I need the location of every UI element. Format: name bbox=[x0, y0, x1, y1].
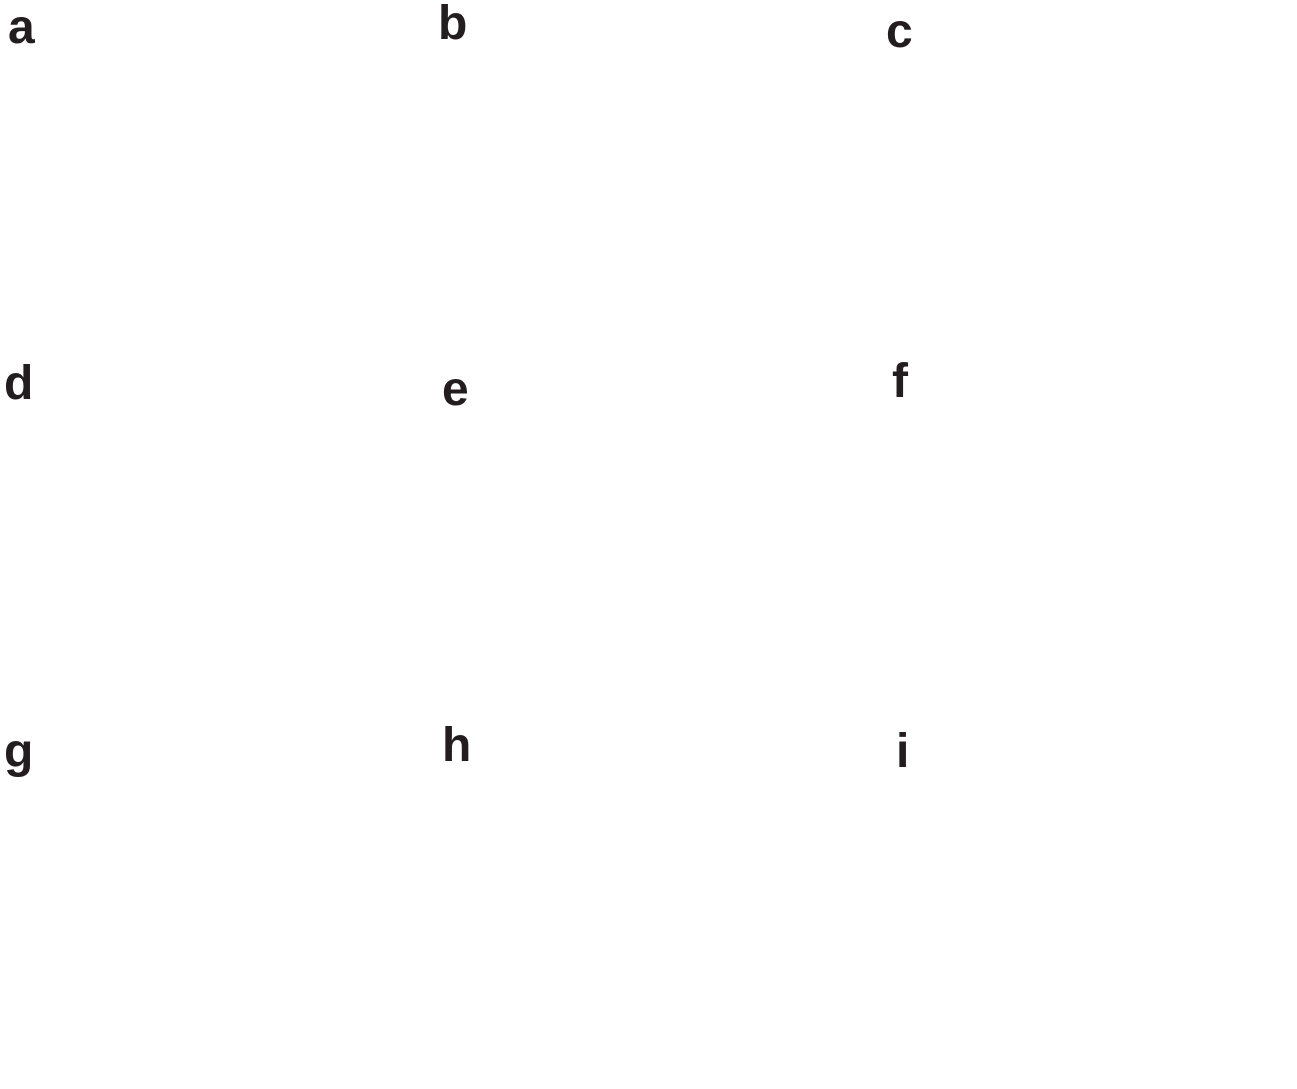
panel-letter-i: i bbox=[896, 725, 910, 778]
panel-letter-h: h bbox=[442, 719, 472, 772]
panel-letter-c: c bbox=[886, 5, 913, 58]
panel-letter-e: e bbox=[442, 363, 469, 416]
panel-letter-b: b bbox=[438, 0, 468, 50]
panel-letter-d: d bbox=[4, 357, 34, 410]
panel-letter-a: a bbox=[8, 1, 35, 54]
panel-letter-f: f bbox=[892, 355, 908, 408]
panel-letter-g: g bbox=[4, 725, 34, 778]
